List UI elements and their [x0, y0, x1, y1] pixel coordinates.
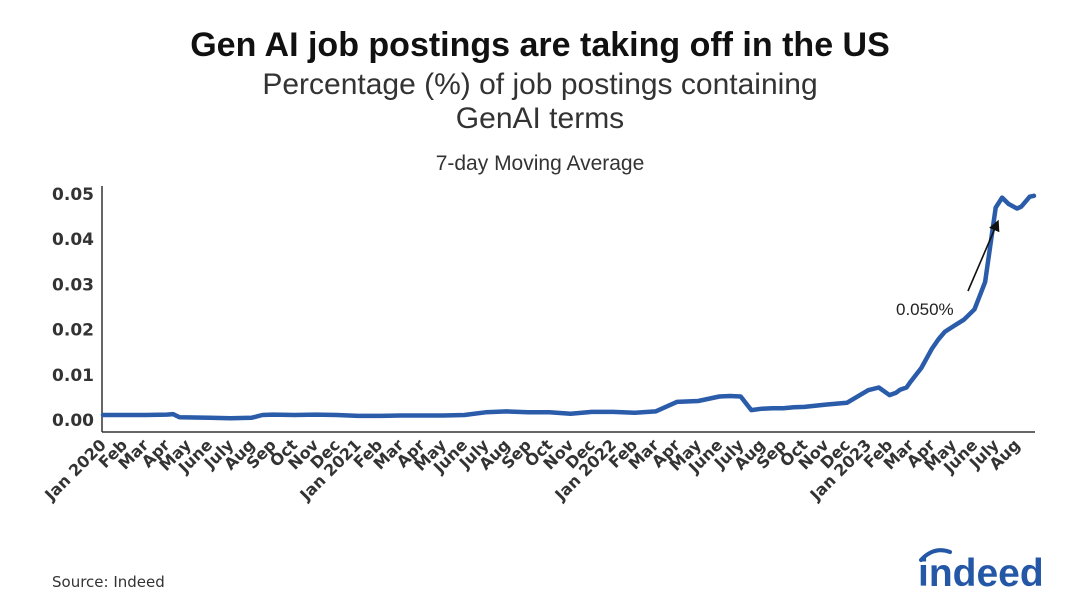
y-tick-label: 0.00	[52, 411, 94, 431]
y-tick-label: 0.02	[52, 321, 94, 341]
y-axis: 0.00 0.01 0.02 0.03 0.04 0.05	[52, 185, 103, 432]
y-tick-label: 0.05	[52, 185, 94, 205]
subtitle-line-2: GenAI terms	[455, 102, 625, 135]
indeed-logo-text: indeed	[918, 552, 1044, 595]
x-axis: Jan 2020FebMarAprMayJuneJulyAugSepOctNov…	[40, 431, 1035, 505]
y-tick-label: 0.03	[52, 275, 94, 295]
chart-subtitle: Percentage (%) of job postings containin…	[0, 68, 1080, 136]
y-tick-label: 0.04	[52, 230, 94, 250]
chart-title: Gen AI job postings are taking off in th…	[190, 26, 890, 64]
logo-arc-icon	[919, 548, 952, 562]
source-note: Source: Indeed	[52, 573, 165, 591]
indeed-logo: indeed	[918, 548, 1044, 595]
annotation-arrow	[967, 219, 1000, 292]
annotation-layer: 0.050%	[896, 219, 1000, 319]
moving-average-label: 7-day Moving Average	[435, 152, 645, 175]
annotation-label: 0.050%	[896, 300, 954, 319]
y-tick-label: 0.01	[52, 366, 94, 386]
series-layer	[100, 193, 1037, 421]
x-tick-label: Jan 2020	[40, 435, 109, 504]
subtitle-line-1: Percentage (%) of job postings containin…	[262, 68, 818, 101]
series-line	[100, 193, 1037, 421]
